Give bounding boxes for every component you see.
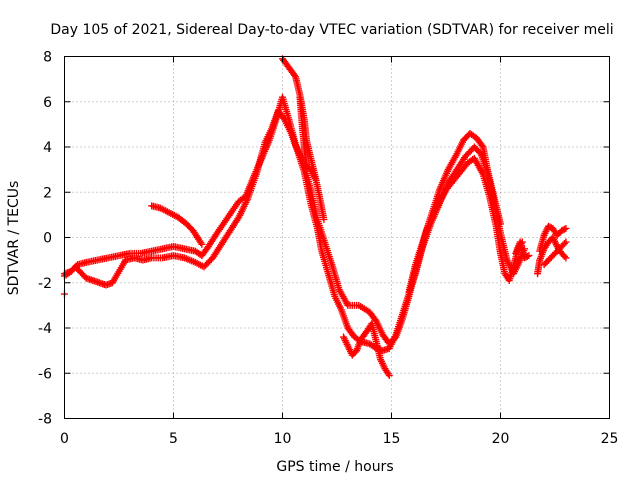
y-tick-label: 8: [43, 50, 52, 66]
data-point: [525, 252, 533, 260]
x-tick-label: 10: [274, 431, 292, 447]
data-markers: [61, 55, 570, 380]
y-tick-label: -8: [38, 412, 52, 428]
series-track-c: [148, 202, 206, 248]
series-track-e: [340, 319, 393, 380]
series-track-k: [540, 238, 570, 269]
series-track-b: [61, 107, 528, 355]
axis-ticks: 0 5 10 15 20 25 -8 -6 -4 -2 0 2 4 6 8: [38, 50, 618, 448]
data-point: [560, 240, 568, 248]
data-point: [478, 141, 486, 149]
data-point: [560, 252, 568, 260]
data-point: [560, 225, 568, 233]
y-tick-label: -2: [38, 276, 52, 292]
data-point: [562, 238, 570, 246]
y-tick-label: 0: [43, 231, 52, 247]
y-tick-label: 6: [43, 95, 52, 111]
x-axis-label: GPS time / hours: [276, 459, 393, 475]
y-tick-label: -4: [38, 321, 52, 337]
data-point: [311, 175, 319, 183]
series-track-g: [405, 129, 504, 296]
grid-lines: [64, 56, 610, 419]
x-tick-label: 0: [60, 431, 69, 447]
data-point: [523, 252, 531, 260]
y-axis-label: SDTVAR / TECUs: [6, 181, 22, 296]
series-track-f: [296, 93, 319, 183]
x-tick-label: 25: [601, 431, 619, 447]
data-point: [320, 215, 328, 223]
x-tick-label: 5: [169, 431, 178, 447]
series-track-j: [536, 222, 570, 255]
x-tick-label: 20: [492, 431, 510, 447]
data-point: [497, 220, 504, 228]
x-tick-label: 15: [383, 431, 401, 447]
data-point: [385, 372, 393, 380]
y-tick-label: 4: [43, 140, 52, 156]
data-point: [562, 254, 570, 262]
data-point: [290, 71, 298, 79]
chart-title: Day 105 of 2021, Sidereal Day-to-day VTE…: [50, 22, 613, 38]
series-track-h: [512, 238, 533, 262]
data-point: [562, 224, 570, 232]
y-tick-label: -6: [38, 366, 52, 382]
data-point: [198, 240, 206, 248]
y-tick-label: 2: [43, 185, 52, 201]
